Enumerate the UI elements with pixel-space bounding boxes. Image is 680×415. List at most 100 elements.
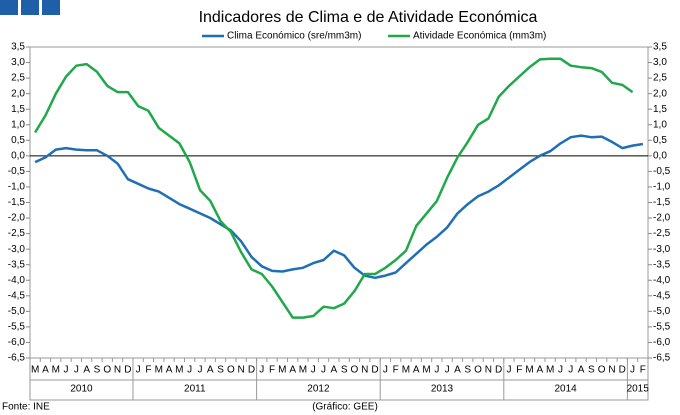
y2-tick-label: 0,0: [653, 150, 667, 161]
x-tick-label: M: [546, 365, 554, 376]
x-tick-label: F: [393, 365, 399, 376]
y2-tick-label: 3,5: [653, 42, 667, 53]
y2-tick-label: 2,0: [653, 88, 667, 99]
y-tick-label: 1,5: [11, 104, 25, 115]
x-tick-label: M: [175, 365, 183, 376]
y2-tick-label: -4,5: [653, 290, 671, 301]
x-tick-label: D: [495, 365, 502, 376]
x-tick-label: S: [217, 365, 224, 376]
y-tick-label: -4,5: [8, 290, 26, 301]
x-tick-label: N: [485, 365, 492, 376]
x-tick-label: J: [558, 365, 563, 376]
x-tick-label: J: [434, 365, 439, 376]
x-tick-label: S: [464, 365, 471, 376]
y-tick-label: -4,0: [8, 275, 26, 286]
x-tick-label: O: [227, 365, 235, 376]
y2-tick-label: -4,0: [653, 275, 671, 286]
series-line: [34, 57, 634, 319]
y2-tick-label: -5,0: [653, 306, 671, 317]
y-tick-label: -2,0: [8, 213, 26, 224]
x-tick-label: M: [278, 365, 286, 376]
y2-tick-label: -0,5: [653, 166, 671, 177]
icon-square: [42, 0, 60, 15]
y2-tick-label: -1,5: [653, 197, 671, 208]
x-tick-label: D: [371, 365, 378, 376]
x-tick-label: A: [166, 365, 173, 376]
x-tick-label: D: [248, 365, 255, 376]
icon-square: [0, 0, 18, 15]
year-label: 2015: [627, 384, 650, 395]
year-label: 2011: [184, 384, 206, 395]
x-tick-label: J: [383, 365, 388, 376]
plot-area: [29, 46, 649, 359]
x-tick-label: J: [187, 365, 192, 376]
y-tick-label: -1,0: [8, 182, 26, 193]
y-tick-label: 2,5: [11, 73, 25, 84]
y-tick-label: -5,5: [8, 322, 26, 333]
x-tick-label: J: [311, 365, 316, 376]
y-tick-label: 0,0: [11, 150, 25, 161]
y-tick-label: 2,0: [11, 88, 25, 99]
x-tick-label: J: [630, 365, 635, 376]
year-label: 2010: [70, 384, 93, 395]
y2-tick-label: -6,0: [653, 337, 671, 348]
x-tick-label: A: [289, 365, 296, 376]
y-tick-label: -0,5: [8, 166, 26, 177]
x-tick-label: A: [413, 365, 420, 376]
x-tick-label: O: [474, 365, 482, 376]
x-tick-label: N: [608, 365, 615, 376]
x-tick-label: M: [52, 365, 60, 376]
x-tick-label: A: [42, 365, 49, 376]
y2-tick-label: 2,5: [653, 73, 667, 84]
x-tick-label: A: [578, 365, 585, 376]
y-tick-label: -6,5: [8, 353, 26, 364]
y2-tick-label: -1,0: [653, 182, 671, 193]
y-tick-label: 1,0: [11, 119, 25, 130]
x-tick-label: J: [259, 365, 264, 376]
x-tick-label: M: [422, 365, 430, 376]
x-tick-label: F: [269, 365, 275, 376]
y2-tick-label: -2,0: [653, 213, 671, 224]
y-tick-label: 3,0: [11, 57, 25, 68]
x-tick-label: N: [114, 365, 121, 376]
x-tick-label: S: [94, 365, 101, 376]
y2-tick-label: -5,5: [653, 322, 671, 333]
x-tick-label: F: [640, 365, 646, 376]
y2-tick-label: 0,5: [653, 135, 667, 146]
x-tick-label: S: [341, 365, 348, 376]
year-label: 2013: [431, 384, 454, 395]
series-line: [34, 134, 644, 280]
x-tick-label: A: [454, 365, 461, 376]
x-tick-label: J: [445, 365, 450, 376]
x-tick-label: J: [74, 365, 79, 376]
chart-title: Indicadores de Clima e de Atividade Econ…: [199, 9, 538, 26]
x-tick-label: J: [506, 365, 511, 376]
y2-tick-label: -3,5: [653, 259, 671, 270]
year-label: 2014: [554, 384, 577, 395]
x-tick-label: M: [402, 365, 410, 376]
x-tick-label: M: [525, 365, 533, 376]
x-tick-label: J: [64, 365, 69, 376]
x-tick-label: N: [361, 365, 368, 376]
credit: (Gráfico: GEE): [312, 402, 378, 413]
x-tick-label: O: [103, 365, 111, 376]
x-tick-label: J: [321, 365, 326, 376]
icon-square: [21, 0, 39, 15]
year-label: 2012: [307, 384, 330, 395]
y2-tick-label: 1,5: [653, 104, 667, 115]
x-tick-label: J: [197, 365, 202, 376]
x-tick-label: A: [207, 365, 214, 376]
x-tick-label: O: [598, 365, 606, 376]
x-tick-label: F: [145, 365, 151, 376]
x-tick-label: J: [136, 365, 141, 376]
x-tick-label: A: [83, 365, 90, 376]
y-tick-label: -3,5: [8, 259, 26, 270]
x-tick-label: M: [31, 365, 39, 376]
x-tick-label: S: [588, 365, 595, 376]
y-tick-label: 0,5: [11, 135, 25, 146]
x-tick-label: A: [537, 365, 544, 376]
y2-tick-label: -3,0: [653, 244, 671, 255]
y2-tick-label: 1,0: [653, 119, 667, 130]
y-tick-label: 3,5: [11, 42, 25, 53]
